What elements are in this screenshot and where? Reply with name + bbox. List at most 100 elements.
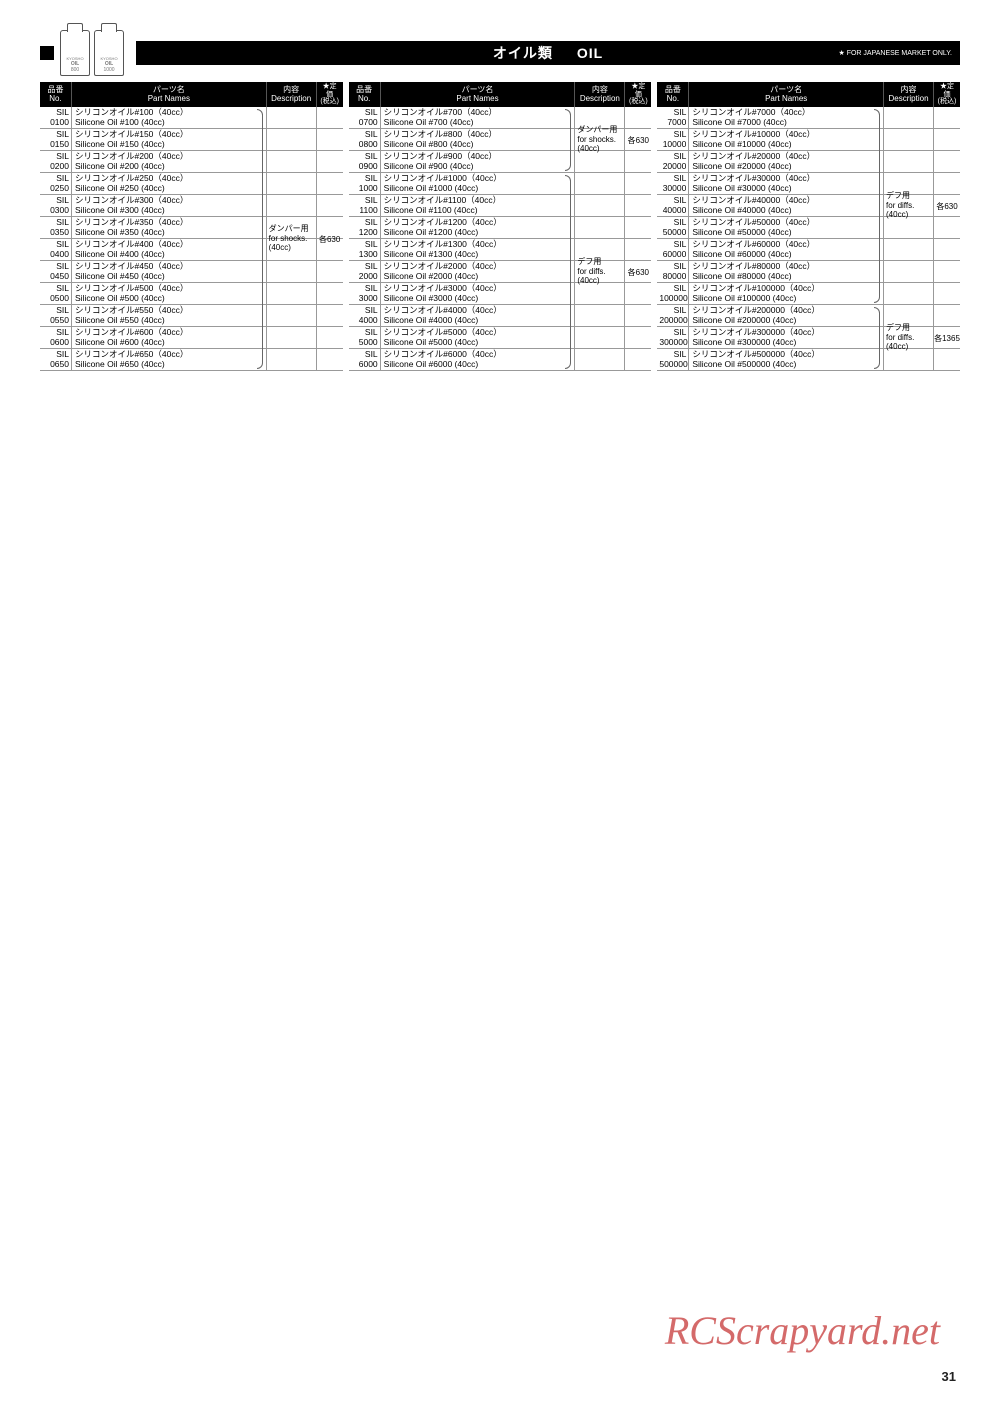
part-name: シリコンオイル#7000（40cc）Silicone Oil #7000 (40…: [689, 107, 884, 128]
part-desc-cell: [575, 173, 625, 194]
part-price-cell: [317, 349, 343, 370]
part-name: シリコンオイル#500000（40cc）Silicone Oil #500000…: [689, 349, 884, 370]
part-number: SIL100000: [657, 283, 689, 304]
part-price-cell: [317, 129, 343, 150]
part-desc-cell: [267, 349, 317, 370]
part-row: SIL60000シリコンオイル#60000（40cc）Silicone Oil …: [657, 239, 960, 261]
section-marker-icon: [40, 46, 54, 60]
group-price: 各630: [934, 201, 960, 212]
part-name: シリコンオイル#600（40cc）Silicone Oil #600 (40cc…: [72, 327, 267, 348]
part-name: シリコンオイル#60000（40cc）Silicone Oil #60000 (…: [689, 239, 884, 260]
column-header: 品番No.パーツ名Part Names内容Description★定価(税込): [349, 82, 652, 107]
part-row: SIL0550シリコンオイル#550（40cc）Silicone Oil #55…: [40, 305, 343, 327]
part-desc-cell: [884, 261, 934, 282]
part-name: シリコンオイル#6000（40cc）Silicone Oil #6000 (40…: [381, 349, 576, 370]
part-name: シリコンオイル#4000（40cc）Silicone Oil #4000 (40…: [381, 305, 576, 326]
page-number: 31: [942, 1369, 956, 1384]
part-price-cell: [625, 305, 651, 326]
bottle-num: 1000: [103, 67, 114, 73]
part-number: SIL0150: [40, 129, 72, 150]
part-desc-cell: [884, 107, 934, 128]
part-price-cell: [625, 283, 651, 304]
group-description: ダンパー用for shocks.(40cc): [575, 124, 623, 155]
part-price-cell: [934, 349, 960, 370]
part-desc-cell: [267, 261, 317, 282]
column-header: 品番No.パーツ名Part Names内容Description★定価(税込): [40, 82, 343, 107]
bottle-num: 800: [71, 67, 79, 73]
part-name: シリコンオイル#200（40cc）Silicone Oil #200 (40cc…: [72, 151, 267, 172]
part-price-cell: [934, 217, 960, 238]
part-desc-cell: [575, 217, 625, 238]
part-name: シリコンオイル#1300（40cc）Silicone Oil #1300 (40…: [381, 239, 576, 260]
part-number: SIL20000: [657, 151, 689, 172]
watermark-text: RCScrapyard.net: [665, 1307, 940, 1354]
part-price-cell: [934, 129, 960, 150]
group-bracket-icon: [565, 109, 571, 171]
header-row: KYOSHO OIL 800 KYOSHO OIL 1000 オイル類 OIL …: [40, 30, 960, 76]
part-number: SIL1000: [349, 173, 381, 194]
part-name: シリコンオイル#80000（40cc）Silicone Oil #80000 (…: [689, 261, 884, 282]
part-name: シリコンオイル#10000（40cc）Silicone Oil #10000 (…: [689, 129, 884, 150]
page-root: KYOSHO OIL 800 KYOSHO OIL 1000 オイル類 OIL …: [0, 0, 1000, 401]
group-price: 各1365: [934, 333, 960, 344]
part-row: SIL5000シリコンオイル#5000（40cc）Silicone Oil #5…: [349, 327, 652, 349]
part-price-cell: [317, 305, 343, 326]
part-desc-cell: [575, 349, 625, 370]
part-price-cell: [317, 173, 343, 194]
part-desc-cell: [267, 327, 317, 348]
part-number: SIL0550: [40, 305, 72, 326]
part-name: シリコンオイル#3000（40cc）Silicone Oil #3000 (40…: [381, 283, 576, 304]
part-row: SIL1200シリコンオイル#1200（40cc）Silicone Oil #1…: [349, 217, 652, 239]
part-row: SIL20000シリコンオイル#20000（40cc）Silicone Oil …: [657, 151, 960, 173]
part-desc-cell: [267, 305, 317, 326]
part-desc-cell: [884, 239, 934, 260]
part-number: SIL3000: [349, 283, 381, 304]
part-name: シリコンオイル#5000（40cc）Silicone Oil #5000 (40…: [381, 327, 576, 348]
part-number: SIL500000: [657, 349, 689, 370]
part-row: SIL10000シリコンオイル#10000（40cc）Silicone Oil …: [657, 129, 960, 151]
part-row: SIL1000シリコンオイル#1000（40cc）Silicone Oil #1…: [349, 173, 652, 195]
part-number: SIL0250: [40, 173, 72, 194]
part-price-cell: [934, 239, 960, 260]
part-price-cell: [625, 173, 651, 194]
part-name: シリコンオイル#100000（40cc）Silicone Oil #100000…: [689, 283, 884, 304]
part-row: SIL80000シリコンオイル#80000（40cc）Silicone Oil …: [657, 261, 960, 283]
part-name: シリコンオイル#30000（40cc）Silicone Oil #30000 (…: [689, 173, 884, 194]
bottles-illustration: KYOSHO OIL 800 KYOSHO OIL 1000: [60, 30, 124, 76]
part-name: シリコンオイル#2000（40cc）Silicone Oil #2000 (40…: [381, 261, 576, 282]
part-price-cell: [934, 261, 960, 282]
part-name: シリコンオイル#20000（40cc）Silicone Oil #20000 (…: [689, 151, 884, 172]
part-desc-cell: [575, 327, 625, 348]
group-price: 各630: [625, 267, 651, 278]
part-number: SIL300000: [657, 327, 689, 348]
part-price-cell: [934, 173, 960, 194]
title-en: OIL: [577, 45, 603, 61]
part-name: シリコンオイル#400（40cc）Silicone Oil #400 (40cc…: [72, 239, 267, 260]
part-price-cell: [934, 283, 960, 304]
part-price-cell: [625, 217, 651, 238]
part-name: シリコンオイル#100（40cc）Silicone Oil #100 (40cc…: [72, 107, 267, 128]
group-price: 各630: [317, 234, 343, 245]
part-name: シリコンオイル#1000（40cc）Silicone Oil #1000 (40…: [381, 173, 576, 194]
part-number: SIL1100: [349, 195, 381, 216]
part-row: SIL4000シリコンオイル#4000（40cc）Silicone Oil #4…: [349, 305, 652, 327]
column-body: SIL0700シリコンオイル#700（40cc）Silicone Oil #70…: [349, 107, 652, 371]
part-name: シリコンオイル#1200（40cc）Silicone Oil #1200 (40…: [381, 217, 576, 238]
part-number: SIL2000: [349, 261, 381, 282]
part-name: シリコンオイル#650（40cc）Silicone Oil #650 (40cc…: [72, 349, 267, 370]
part-price-cell: [625, 151, 651, 172]
part-desc-cell: [884, 283, 934, 304]
part-row: SIL100000シリコンオイル#100000（40cc）Silicone Oi…: [657, 283, 960, 305]
part-row: SIL0250シリコンオイル#250（40cc）Silicone Oil #25…: [40, 173, 343, 195]
part-number: SIL1200: [349, 217, 381, 238]
group-bracket-icon: [874, 307, 880, 369]
part-name: シリコンオイル#150（40cc）Silicone Oil #150 (40cc…: [72, 129, 267, 150]
part-number: SIL0800: [349, 129, 381, 150]
part-number: SIL40000: [657, 195, 689, 216]
part-price-cell: [625, 239, 651, 260]
part-number: SIL4000: [349, 305, 381, 326]
part-row: SIL7000シリコンオイル#7000（40cc）Silicone Oil #7…: [657, 107, 960, 129]
part-price-cell: [934, 151, 960, 172]
part-number: SIL200000: [657, 305, 689, 326]
part-number: SIL0200: [40, 151, 72, 172]
